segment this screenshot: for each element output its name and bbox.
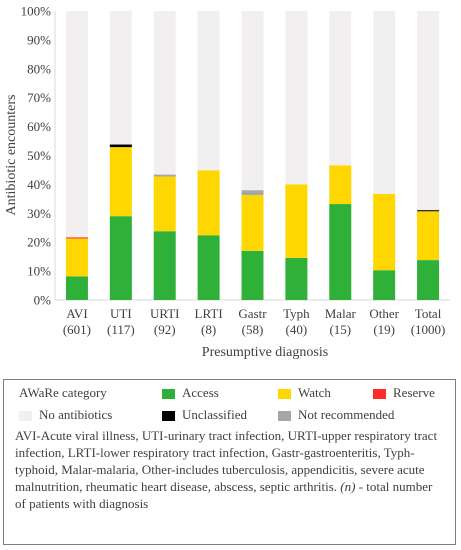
bar-gastr-no-antibiotics: [241, 11, 264, 191]
legend-swatch-reserve: [373, 389, 386, 399]
note-n-text: - total number of patients with diagnosi…: [15, 479, 433, 511]
bar-urti-access: [153, 231, 176, 300]
x-tick-label-total-count: (1000): [411, 322, 446, 337]
x-tick-label-avi: AVI: [66, 306, 87, 321]
x-tick-label-lrti-count: (8): [201, 322, 216, 337]
bar-malar-no-antibiotics: [329, 11, 352, 166]
bar-lrti-no-antibiotics: [197, 11, 220, 171]
x-tick-label-gastr-count: (58): [242, 322, 264, 337]
note-n-symbol: (n): [340, 479, 356, 494]
bar-gastr-watch: [241, 195, 264, 251]
x-tick-label-gastr: Gastr: [238, 306, 267, 321]
y-tick-label: 40%: [27, 177, 51, 192]
y-tick-label: 10%: [27, 264, 51, 279]
bar-other-access: [373, 270, 396, 300]
bar-avi-no-antibiotics: [65, 11, 88, 238]
x-tick-label-other: Other: [369, 306, 399, 321]
bar-urti-watch: [153, 176, 176, 232]
bar-group: [65, 11, 440, 300]
abbreviation-note: AVI-Acute viral illness, UTI-urinary tra…: [15, 427, 445, 512]
x-tick-label-other-count: (19): [373, 322, 395, 337]
legend-label-not-recommended: Not recommended: [298, 407, 395, 422]
x-tick-label-typh-count: (40): [286, 322, 308, 337]
legend-title: AWaRe category: [19, 385, 107, 400]
legend-label-access: Access: [182, 385, 219, 400]
y-tick-label: 70%: [27, 90, 51, 105]
stacked-bar-chart: 0% 10% 20% 30% 40% 50% 60% 70% 80% 90% 100% AVI(60…: [4, 4, 450, 360]
bar-uti-no-antibiotics: [109, 11, 132, 145]
y-tick-label: 90%: [27, 32, 51, 47]
x-tick-label-malar-count: (15): [329, 322, 351, 337]
bar-uti-unclassified: [109, 144, 132, 148]
bar-urti-no-antibiotics: [153, 11, 176, 175]
bar-typh-access: [285, 257, 308, 300]
legend-swatch-watch: [278, 389, 291, 399]
legend-label-watch: Watch: [298, 385, 331, 400]
legend-label-unclassified: Unclassified: [182, 407, 247, 422]
y-tick-label: 20%: [27, 235, 51, 250]
y-tick-labels: 0% 10% 20% 30% 40% 50% 60% 70% 80% 90% 100%: [21, 4, 52, 308]
bar-total-no-antibiotics: [417, 11, 440, 211]
bar-avi-watch: [65, 238, 88, 277]
x-tick-label-malar: Malar: [325, 306, 357, 321]
y-axis-title: Antibiotic encounters: [4, 95, 19, 216]
bar-uti-access: [109, 216, 132, 300]
bar-lrti-watch: [197, 170, 220, 236]
x-tick-label-urti-count: (92): [154, 322, 176, 337]
bar-typh-no-antibiotics: [285, 11, 308, 185]
legend-swatch-access: [162, 389, 175, 399]
x-tick-label-typh: Typh: [283, 306, 310, 321]
x-tick-label-urti: URTI: [150, 306, 180, 321]
legend-label-no-antibiotics: No antibiotics: [39, 407, 113, 422]
bar-typh-watch: [285, 184, 308, 258]
note-text: AVI-Acute viral illness, UTI-urinary tra…: [15, 428, 438, 494]
y-tick-label: 30%: [27, 206, 51, 221]
bar-total-unclassified: [417, 210, 440, 212]
bar-lrti-access: [197, 235, 220, 300]
x-tick-label-total: Total: [415, 306, 442, 321]
bar-other-no-antibiotics: [373, 11, 396, 194]
x-tick-label-avi-count: (601): [63, 322, 91, 337]
bar-malar-watch: [329, 165, 352, 205]
bar-other-watch: [373, 193, 396, 271]
y-tick-label: 50%: [27, 148, 51, 163]
bar-urti-not-recommended: [153, 174, 176, 177]
y-tick-label: 60%: [27, 119, 51, 134]
y-tick-label: 0%: [34, 293, 52, 308]
legend-panel: AWaRe category Access Watch Reserve No a…: [3, 379, 456, 545]
bar-uti-watch: [109, 147, 132, 217]
x-tick-labels: AVI(601) UTI(117) URTI(92) LRTI(8) Gastr(58)…: [63, 306, 446, 337]
legend-swatch-no-antibiotics: [19, 411, 32, 421]
x-tick-label-uti: UTI: [110, 306, 132, 321]
legend-label-reserve: Reserve: [393, 385, 435, 400]
bar-total-access: [417, 260, 440, 300]
legend-swatch-not-recommended: [278, 411, 291, 421]
bar-gastr-not-recommended: [241, 190, 264, 196]
bar-avi-reserve: [65, 237, 88, 239]
x-tick-label-lrti: LRTI: [195, 306, 223, 321]
y-tick-label: 100%: [21, 4, 52, 19]
x-axis-title: Presumptive diagnosis: [202, 345, 328, 360]
bar-total-watch: [417, 211, 440, 261]
bar-gastr-access: [241, 250, 264, 300]
x-tick-label-uti-count: (117): [107, 322, 135, 337]
legend-swatch-unclassified: [162, 411, 175, 421]
bar-avi-access: [65, 276, 88, 300]
y-tick-label: 80%: [27, 61, 51, 76]
bar-malar-access: [329, 204, 352, 300]
